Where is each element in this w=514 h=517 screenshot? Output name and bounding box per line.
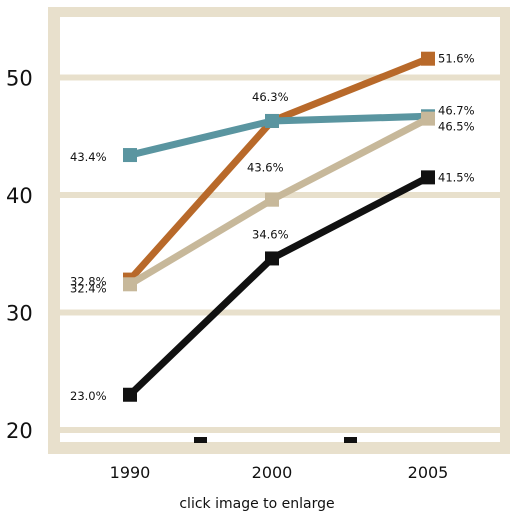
- gridline: [60, 74, 500, 81]
- data-label: 43.6%: [247, 161, 284, 175]
- data-label: 32.4%: [70, 281, 107, 295]
- data-label: 43.4%: [70, 150, 107, 164]
- x-tick-label: 2005: [408, 463, 449, 482]
- line-chart[interactable]: 20 30 40 50 1990 2000 2005 32.8% 51.6% 43.4% 46.3%…: [0, 0, 514, 492]
- data-label: 32.8%: [70, 275, 107, 289]
- y-tick-label: 40: [6, 184, 33, 208]
- data-point: [265, 113, 279, 128]
- data-point: [123, 148, 137, 163]
- data-point: [123, 387, 137, 402]
- axis-tick-marker: [194, 437, 207, 443]
- data-point: [265, 251, 279, 266]
- axis-tick-marker: [344, 437, 357, 443]
- gridline: [60, 427, 500, 433]
- data-label: 41.5%: [438, 170, 475, 184]
- x-tick-label: 1990: [110, 463, 151, 482]
- data-point: [265, 192, 279, 207]
- plot-area: [60, 17, 500, 442]
- data-point: [421, 111, 435, 126]
- data-label: 34.6%: [252, 227, 289, 241]
- gridline: [60, 309, 500, 316]
- data-point: [123, 277, 137, 292]
- data-point: [421, 170, 435, 185]
- data-label: 23.0%: [70, 389, 107, 403]
- y-tick-label: 20: [6, 419, 33, 443]
- data-label: 46.5%: [438, 120, 475, 134]
- y-tick-label: 50: [6, 67, 33, 91]
- data-point: [421, 51, 435, 66]
- data-label: 51.6%: [438, 52, 475, 66]
- data-label: 46.7%: [438, 103, 475, 117]
- y-tick-label: 30: [6, 302, 33, 326]
- enlarge-caption-link[interactable]: click image to enlarge: [179, 496, 335, 512]
- data-label: 46.3%: [252, 90, 289, 104]
- x-tick-label: 2000: [252, 463, 293, 482]
